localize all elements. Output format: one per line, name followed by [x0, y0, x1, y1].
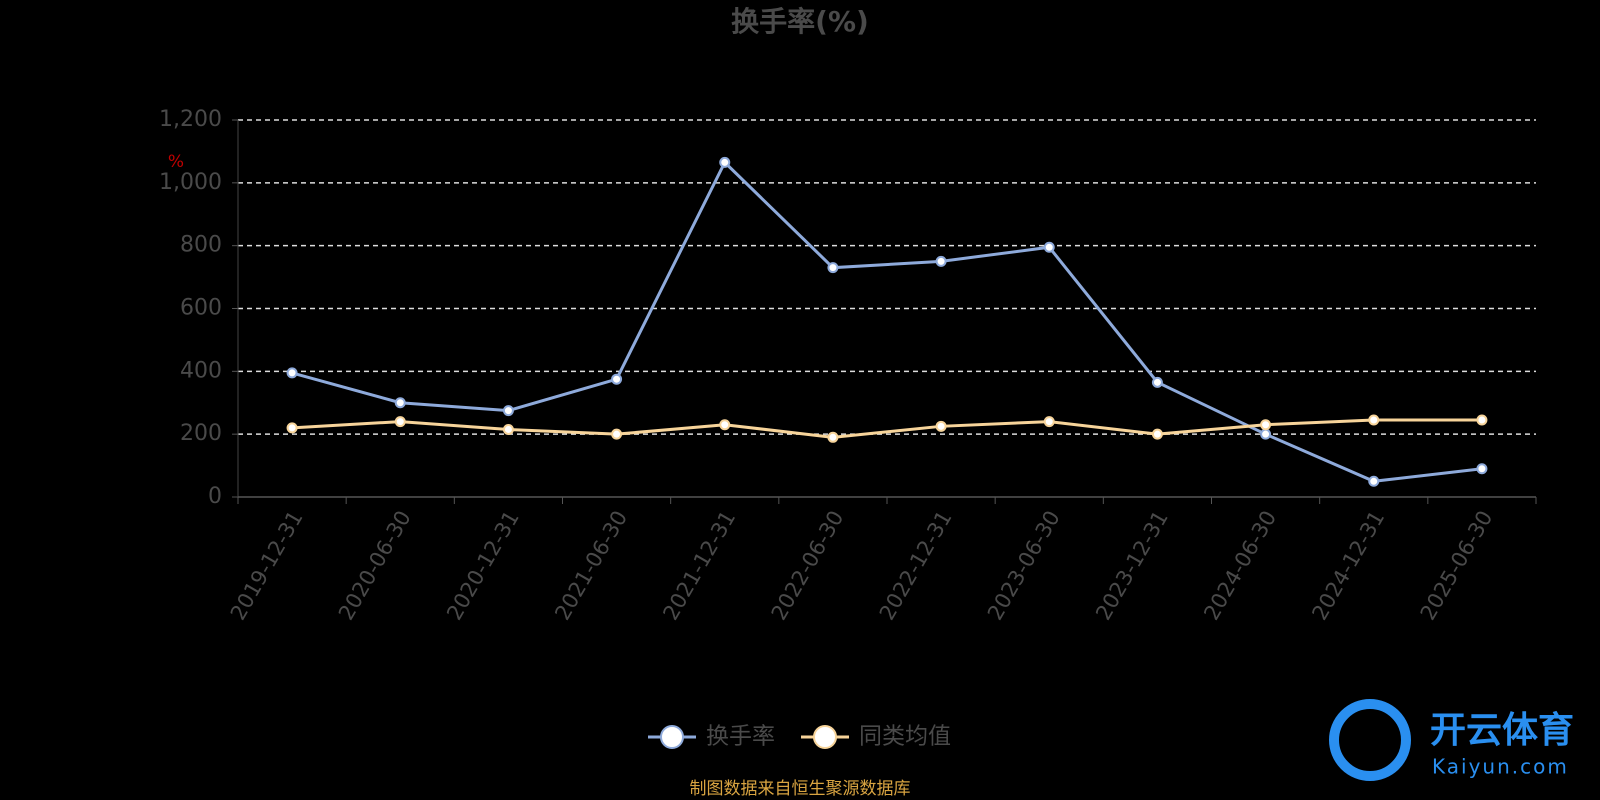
data-point [1260, 419, 1272, 431]
legend-marker [813, 725, 837, 749]
data-point [827, 431, 839, 443]
data-point [611, 428, 623, 440]
data-point [502, 423, 514, 435]
source-note: 制图数据来自恒生聚源数据库 [690, 779, 911, 799]
data-point [1043, 241, 1055, 253]
y-axis-label: % [168, 152, 184, 172]
data-point [935, 420, 947, 432]
legend-marker [660, 725, 684, 749]
y-tick-label: 1,000 [159, 170, 222, 195]
data-point [394, 397, 406, 409]
data-point [1368, 475, 1380, 487]
data-point [1043, 416, 1055, 428]
data-point [286, 422, 298, 434]
data-point [1476, 414, 1488, 426]
y-tick-label: 600 [180, 296, 222, 321]
data-point [394, 416, 406, 428]
watermark-logo [1329, 699, 1411, 781]
legend-label: 同类均值 [859, 724, 951, 750]
series-line [291, 418, 1482, 439]
data-point [1260, 428, 1272, 440]
watermark-site: Kaiyun.com [1432, 755, 1569, 779]
chart-title: 换手率(%) [731, 5, 869, 38]
data-point [719, 156, 731, 168]
data-point [935, 255, 947, 267]
data-point [827, 262, 839, 274]
data-point [286, 367, 298, 379]
y-tick-label: 200 [180, 421, 222, 446]
y-tick-label: 800 [180, 233, 222, 258]
y-tick-label: 0 [208, 484, 222, 509]
y-tick-label: 1,200 [159, 107, 222, 132]
data-point [1368, 414, 1380, 426]
data-point [1476, 463, 1488, 475]
data-point [502, 405, 514, 417]
data-point [719, 419, 731, 431]
legend-label: 换手率 [706, 724, 775, 750]
data-point [611, 373, 623, 385]
data-point [1151, 376, 1163, 388]
y-tick-label: 400 [180, 358, 222, 383]
watermark-brand: 开云体育 [1430, 710, 1574, 751]
series-line [291, 159, 1483, 483]
data-point [1151, 428, 1163, 440]
